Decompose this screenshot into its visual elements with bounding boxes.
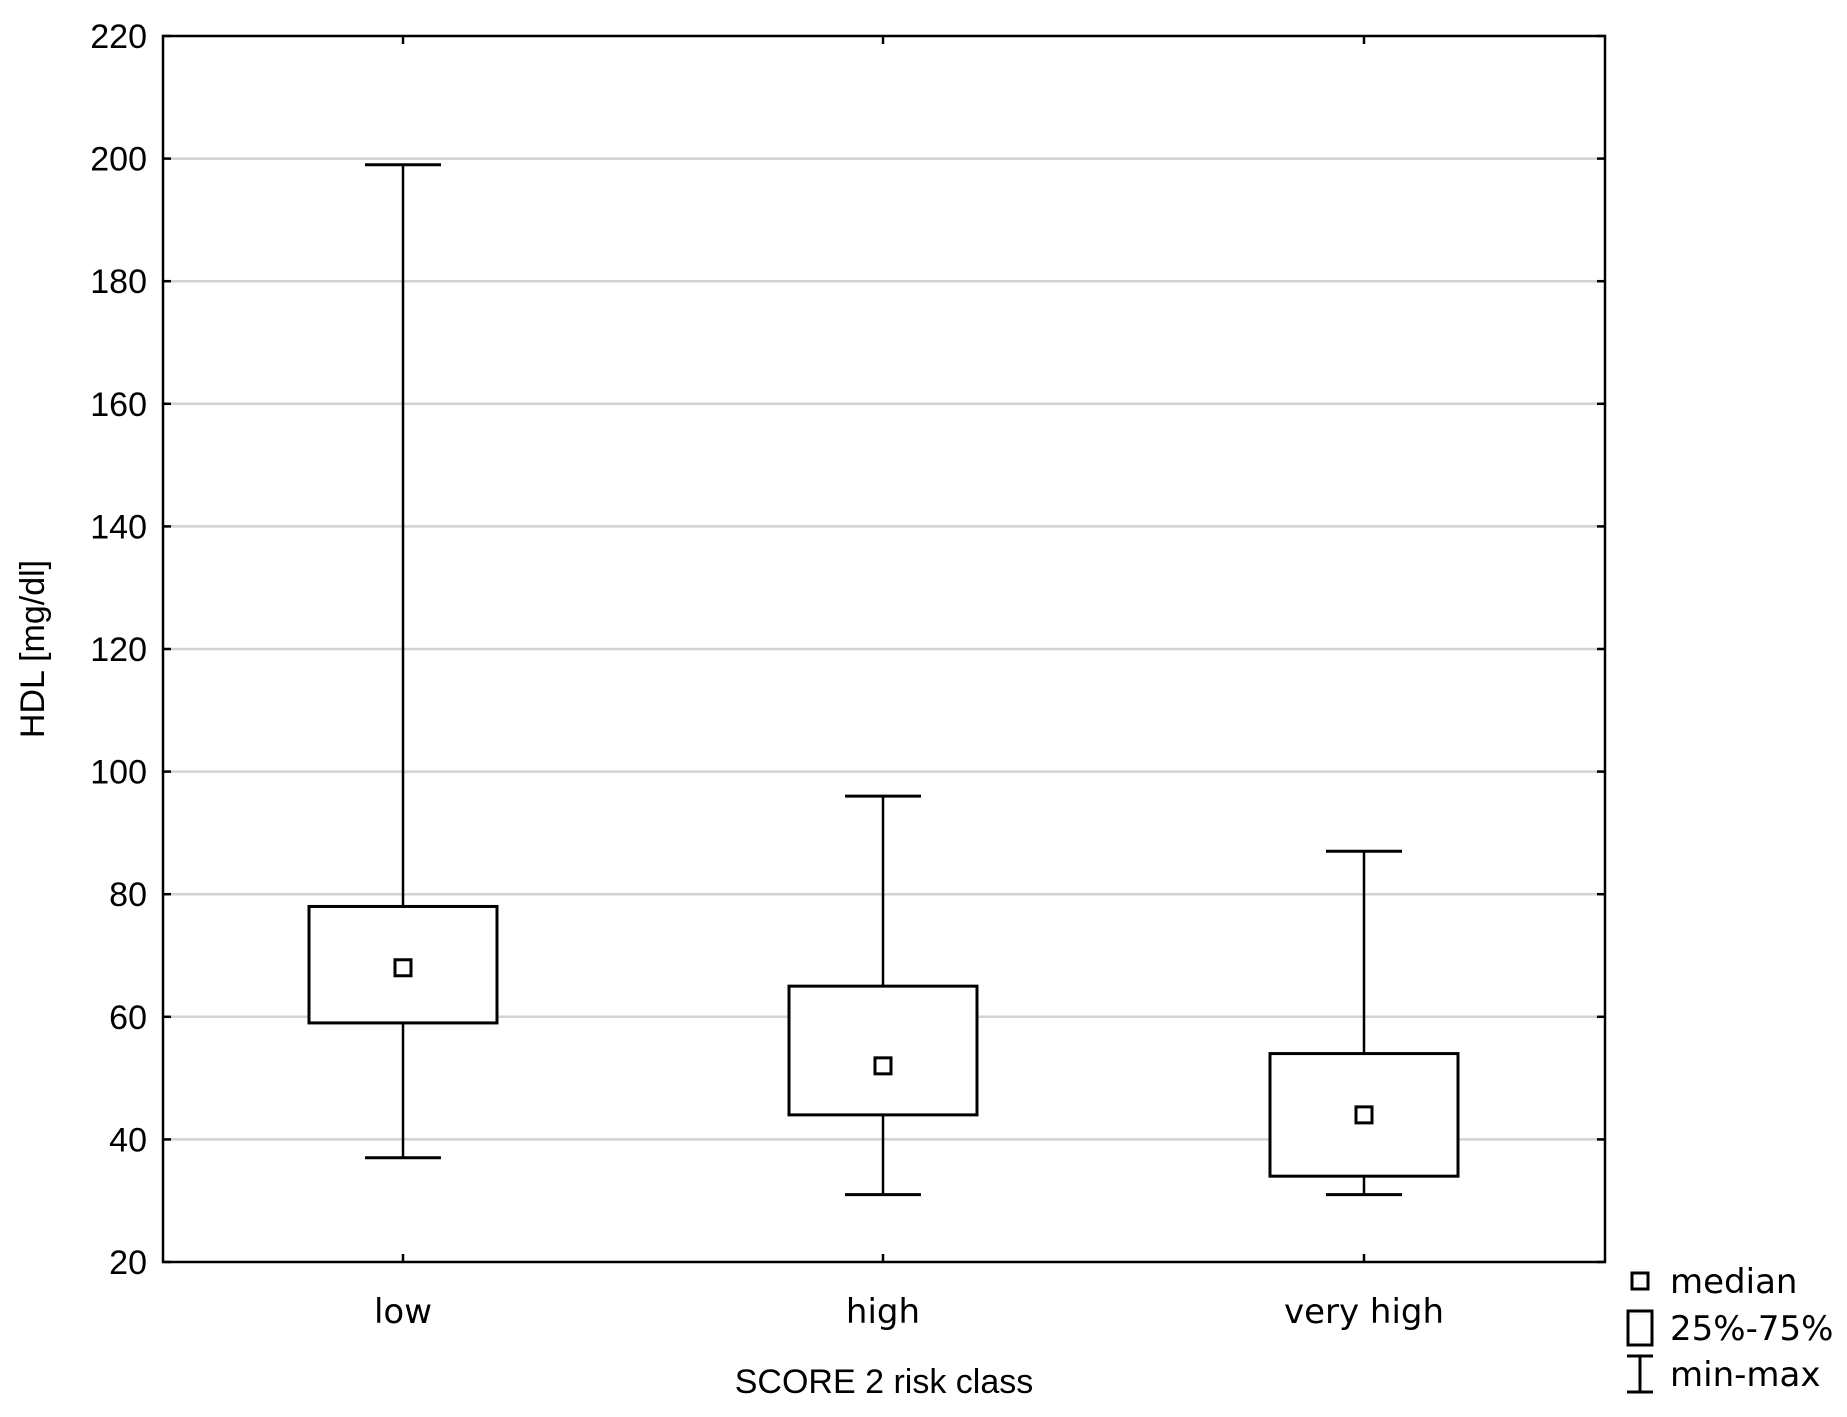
y-axis-title: HDL [mg/dl] — [14, 560, 52, 738]
legend-median-symbol — [1630, 1271, 1650, 1291]
legend: median 25%-75% min-max — [1626, 1262, 1833, 1395]
legend-label: 25%-75% — [1670, 1309, 1833, 1349]
box-series — [307, 163, 1460, 1197]
y-tick-label: 100 — [90, 754, 147, 792]
y-tick-label: 60 — [109, 999, 147, 1037]
box-group — [1268, 849, 1460, 1197]
median-marker — [393, 958, 413, 978]
legend-box-symbol — [1626, 1309, 1654, 1347]
legend-label: median — [1670, 1262, 1797, 1302]
y-tick-label: 80 — [109, 876, 147, 914]
x-axis-ticks — [401, 36, 1366, 1262]
y-tick-label: 20 — [109, 1244, 147, 1282]
y-tick-label: 120 — [90, 631, 147, 669]
median-marker — [873, 1056, 893, 1076]
iqr-box — [307, 904, 499, 1025]
y-tick-label: 140 — [90, 508, 147, 546]
box-group — [307, 163, 499, 1160]
iqr-box — [787, 984, 979, 1117]
legend-label: min-max — [1670, 1355, 1820, 1395]
y-axis-tick-labels: 20 40 60 80 100 120 140 160 180 200 220 — [90, 18, 147, 1282]
x-tick-label: high — [846, 1292, 920, 1332]
x-tick-label: low — [374, 1292, 432, 1332]
y-tick-label: 220 — [90, 18, 147, 56]
y-tick-label: 40 — [109, 1121, 147, 1159]
x-axis-tick-labels: low high very high — [374, 1292, 1444, 1332]
y-tick-label: 200 — [90, 141, 147, 179]
plot-frame — [161, 34, 1607, 1264]
median-marker — [1354, 1105, 1374, 1125]
y-tick-label: 160 — [90, 386, 147, 424]
x-tick-label: very high — [1284, 1292, 1444, 1332]
box-group — [787, 794, 979, 1197]
x-axis-title: SCORE 2 risk class — [735, 1363, 1034, 1401]
y-tick-label: 180 — [90, 263, 147, 301]
